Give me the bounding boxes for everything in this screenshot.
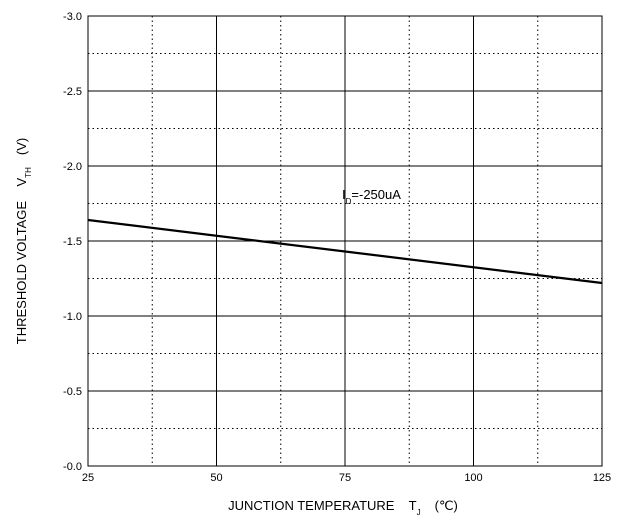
- series-group: [87, 218, 603, 285]
- plot-frame: [87, 15, 603, 467]
- y-tick-label: -1.5: [63, 236, 82, 248]
- x-axis-title-main: JUNCTION TEMPERATURE T: [228, 498, 417, 513]
- y-tick-label: -2.0: [63, 161, 82, 173]
- y-tick-label: -0.0: [63, 461, 82, 473]
- y-tick-label: -2.5: [63, 86, 82, 98]
- y-axis-title: THRESHOLD VOLTAGE VTH (V): [14, 138, 33, 344]
- annotation-rest: =-250uA: [351, 187, 401, 202]
- annotation-sub: D: [346, 197, 352, 206]
- x-tick-label: 50: [210, 472, 222, 484]
- y-tick-label: -1.0: [63, 311, 82, 323]
- x-tick-label: 125: [593, 472, 611, 484]
- x-axis-title-unit: (℃): [435, 498, 458, 513]
- y-axis-title-main: THRESHOLD VOLTAGE V: [14, 177, 29, 344]
- x-axis-title-sub: J: [417, 508, 421, 517]
- y-tick-label: -3.0: [63, 11, 82, 23]
- y-tick-label: -0.5: [63, 386, 82, 398]
- x-tick-label: 75: [339, 472, 351, 484]
- x-tick-labels: 25 50 75 100 125: [82, 472, 611, 484]
- x-tick-label: 25: [82, 472, 94, 484]
- y-tick-labels: -0.0 -0.5 -1.0 -1.5 -2.0 -2.5 -3.0: [63, 11, 82, 473]
- grid: [88, 16, 602, 466]
- x-axis-title: JUNCTION TEMPERATURE TJ (℃): [228, 498, 458, 517]
- x-tick-label: 100: [464, 472, 482, 484]
- current-annotation: ID=-250uA: [342, 187, 401, 206]
- y-axis-title-unit: (V): [14, 138, 29, 155]
- annotation-main: I: [342, 187, 346, 202]
- y-axis-title-sub: TH: [24, 167, 33, 178]
- series-line: [87, 218, 603, 285]
